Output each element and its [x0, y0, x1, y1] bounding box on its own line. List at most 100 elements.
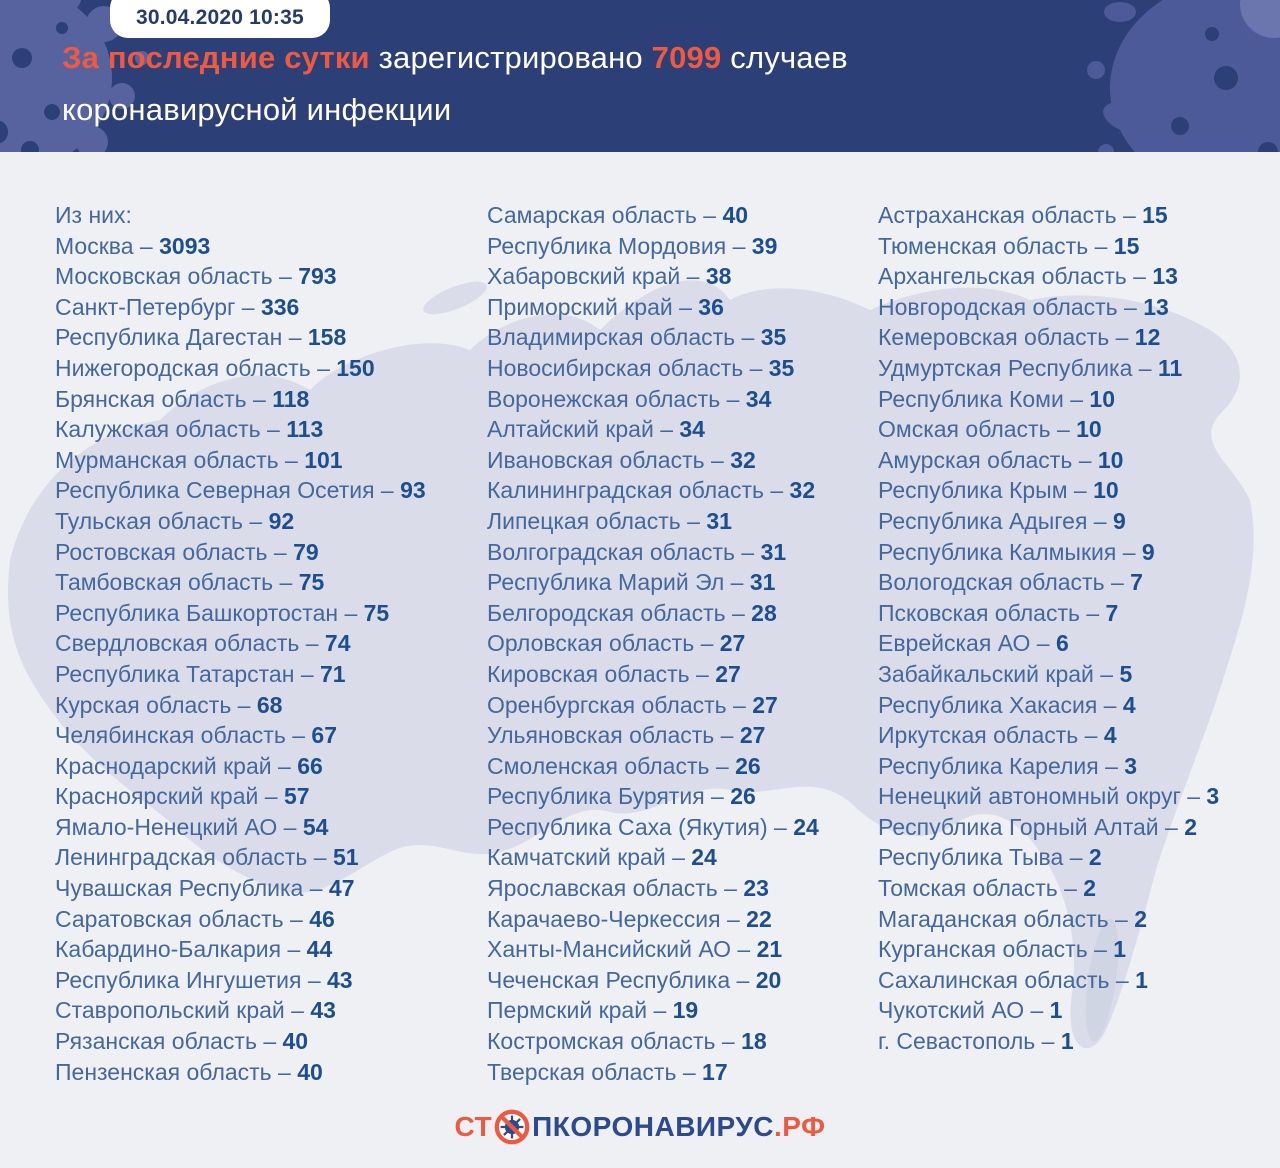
region-cases-value: 79: [293, 538, 319, 565]
region-name: Республика Горный Алтай –: [878, 813, 1185, 840]
region-name: Кировская область –: [487, 660, 716, 687]
regions-column-1: Из них: Москва – 3093 Московская область …: [55, 200, 480, 1087]
region-row: Смоленская область – 26: [487, 751, 912, 782]
region-name: Иркутская область –: [878, 722, 1104, 749]
region-row: Курская область – 68: [55, 690, 480, 721]
region-cases-value: 1: [1113, 936, 1127, 963]
region-name: Санкт-Петербург –: [55, 293, 261, 320]
region-cases-value: 27: [715, 660, 741, 687]
region-name: Еврейская АО –: [878, 630, 1056, 657]
region-cases-value: 23: [743, 875, 769, 902]
region-row: Кемеровская область – 12: [878, 322, 1280, 353]
region-name: Новгородская область –: [878, 293, 1144, 320]
region-cases-value: 12: [1134, 324, 1161, 351]
region-row: Тамбовская область – 75: [55, 567, 480, 598]
map-island-sakhalin: [1085, 918, 1119, 1042]
region-row: Калужская область – 113: [55, 414, 480, 445]
region-name: Сахалинская область –: [878, 966, 1136, 993]
region-row: Республика Северная Осетия – 93: [55, 475, 480, 506]
map-island-novaya-zemlya: [423, 281, 487, 315]
region-name: Тамбовская область –: [55, 569, 299, 596]
region-name: Республика Коми –: [878, 385, 1090, 412]
region-row: г. Севастополь – 1: [878, 1026, 1280, 1057]
region-cases-value: 20: [755, 966, 782, 993]
region-cases-value: 93: [400, 477, 426, 504]
region-name: Республика Мордовия –: [487, 232, 752, 259]
region-name: Тюменская область –: [878, 232, 1114, 259]
region-row: Брянская область – 118: [55, 384, 480, 415]
region-row: Чукотский АО – 1: [878, 995, 1280, 1026]
region-row: Мурманская область – 101: [55, 445, 480, 476]
region-cases-value: 4: [1122, 691, 1136, 718]
header: 30.04.2020 10:35 За последние сутки заре…: [0, 0, 1280, 152]
region-row: Республика Крым – 10: [878, 475, 1280, 506]
region-cases-value: 10: [1089, 385, 1116, 412]
region-name: Нижегородская область –: [55, 354, 337, 381]
region-cases-value: 1: [1049, 997, 1063, 1024]
region-cases-value: 57: [283, 783, 310, 810]
region-name: Республика Башкортостан –: [55, 599, 364, 626]
region-row: Республика Башкортостан – 75: [55, 598, 480, 629]
region-cases-value: 7: [1105, 599, 1119, 626]
region-name: Ямало-Ненецкий АО –: [55, 813, 303, 840]
region-row: Оренбургская область – 27: [487, 690, 912, 721]
region-cases-value: 92: [268, 507, 295, 534]
region-cases-value: 21: [756, 936, 783, 963]
region-row: Самарская область – 40: [487, 200, 912, 231]
region-name: Ивановская область –: [487, 446, 731, 473]
region-cases-value: 15: [1142, 202, 1168, 228]
region-row: Ростовская область – 79: [55, 537, 480, 568]
region-cases-value: 793: [298, 263, 337, 290]
headline: За последние сутки зарегистрировано 7099…: [62, 32, 1142, 136]
region-cases-value: 40: [297, 1058, 323, 1085]
region-name: Республика Адыгея –: [878, 507, 1113, 534]
region-name: Республика Хакасия –: [878, 691, 1123, 718]
region-cases-value: 36: [698, 293, 724, 320]
region-cases-value: 3: [1124, 752, 1138, 779]
region-row: Пермский край – 19: [487, 995, 912, 1026]
region-row: Республика Ингушетия – 43: [55, 965, 480, 996]
region-cases-value: 24: [793, 813, 819, 840]
region-name: Республика Калмыкия –: [878, 538, 1142, 565]
region-name: Кемеровская область –: [878, 324, 1135, 351]
region-name: Мурманская область –: [55, 446, 305, 473]
region-row: Челябинская область – 67: [55, 720, 480, 751]
region-cases-value: 28: [751, 599, 777, 626]
region-row: Нижегородская область – 150: [55, 353, 480, 384]
region-row: Вологодская область – 7: [878, 567, 1280, 598]
region-cases-value: 31: [706, 507, 732, 534]
no-virus-icon: [494, 1109, 530, 1145]
region-name: Брянская область –: [55, 385, 273, 412]
region-cases-value: 3: [1206, 783, 1220, 810]
virus-splat-corner-icon: [1240, 0, 1280, 38]
region-name: Красноярский край –: [55, 783, 284, 810]
region-cases-value: 27: [739, 722, 766, 749]
region-row: Чувашская Республика – 47: [55, 873, 480, 904]
region-name: Республика Татарстан –: [55, 660, 320, 687]
region-name: Курганская область –: [878, 936, 1114, 963]
region-row: Республика Марий Эл – 31: [487, 567, 912, 598]
region-name: Приморский край –: [487, 293, 699, 320]
region-cases-value: 2: [1134, 905, 1148, 932]
region-cases-value: 4: [1103, 722, 1117, 749]
region-name: Пензенская область –: [55, 1058, 298, 1085]
region-row: Курганская область – 1: [878, 934, 1280, 965]
virus-splat-decorations: [0, 0, 1280, 152]
region-cases-value: 9: [1113, 507, 1126, 534]
region-name: Амурская область –: [878, 446, 1098, 473]
footer: СТ ПКОРОНАВИРУС .РФ: [0, 1103, 1280, 1151]
region-cases-value: 3093: [159, 232, 211, 259]
region-row: Волгоградская область – 31: [487, 537, 912, 568]
region-row: Псковская область – 7: [878, 598, 1280, 629]
region-cases-value: 10: [1093, 477, 1119, 504]
region-row: Магаданская область – 2: [878, 904, 1280, 935]
region-name: г. Севастополь –: [878, 1028, 1061, 1055]
region-name: Чувашская Республика –: [55, 875, 329, 902]
region-name: Республика Северная Осетия –: [55, 477, 401, 504]
region-row: Республика Дагестан – 158: [55, 322, 480, 353]
region-cases-value: 158: [307, 324, 347, 351]
logo-suffix: .РФ: [773, 1111, 826, 1142]
region-name: Смоленская область –: [487, 752, 736, 779]
region-row: Хабаровский край – 38: [487, 261, 912, 292]
region-name: Калининградская область –: [487, 477, 790, 504]
